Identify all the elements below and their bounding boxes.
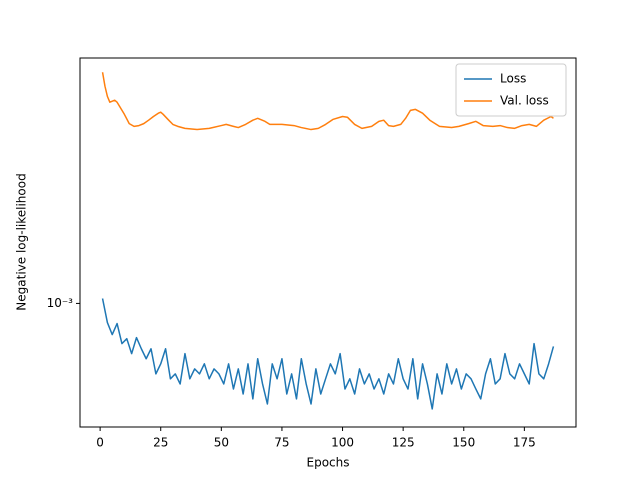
x-tick-label: 100	[331, 436, 354, 450]
x-axis-label: Epochs	[307, 456, 350, 470]
x-tick-label: 175	[513, 436, 536, 450]
series-line	[101, 72, 554, 131]
legend-label: Loss	[500, 72, 526, 86]
x-tick-label: 150	[452, 436, 475, 450]
x-tick-label: 0	[96, 436, 104, 450]
series-line	[101, 298, 555, 410]
x-tick-label: 25	[153, 436, 168, 450]
y-tick-label: 10⁻³	[47, 296, 74, 310]
x-tick-label: 50	[214, 436, 229, 450]
x-tick-label: 125	[392, 436, 415, 450]
y-axis-label: Negative log-likelihood	[15, 173, 29, 310]
axes-frame	[79, 57, 577, 428]
x-tick-label: 75	[274, 436, 289, 450]
legend-box	[455, 63, 567, 117]
legend-label: Val. loss	[500, 94, 549, 108]
